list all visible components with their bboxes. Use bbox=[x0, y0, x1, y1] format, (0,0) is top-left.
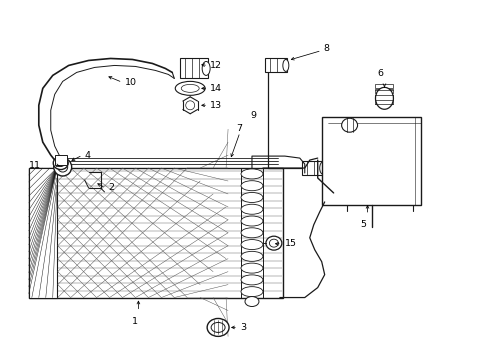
Ellipse shape bbox=[244, 297, 259, 306]
Ellipse shape bbox=[57, 159, 64, 167]
Ellipse shape bbox=[54, 158, 72, 176]
Ellipse shape bbox=[181, 84, 199, 92]
Text: 10: 10 bbox=[124, 78, 136, 87]
Text: 1: 1 bbox=[131, 318, 137, 327]
Ellipse shape bbox=[175, 81, 205, 95]
Text: 14: 14 bbox=[210, 84, 222, 93]
Text: 9: 9 bbox=[249, 111, 255, 120]
Text: 2: 2 bbox=[108, 184, 114, 193]
Text: 12: 12 bbox=[210, 61, 222, 70]
Text: 7: 7 bbox=[236, 124, 242, 133]
Bar bbox=[264, 58, 286, 72]
Ellipse shape bbox=[211, 323, 224, 332]
Bar bbox=[180, 58, 208, 78]
Ellipse shape bbox=[53, 157, 68, 170]
Ellipse shape bbox=[341, 118, 357, 132]
Text: 5: 5 bbox=[360, 220, 366, 229]
Ellipse shape bbox=[319, 162, 325, 174]
Ellipse shape bbox=[202, 62, 210, 75]
Ellipse shape bbox=[241, 228, 263, 238]
Bar bbox=[375, 95, 393, 99]
Ellipse shape bbox=[241, 216, 263, 226]
Text: 15: 15 bbox=[285, 239, 296, 248]
Bar bbox=[301, 161, 323, 175]
Text: 8: 8 bbox=[323, 44, 329, 53]
Bar bbox=[29, 168, 57, 298]
Text: 6: 6 bbox=[377, 69, 383, 78]
Text: 4: 4 bbox=[84, 150, 90, 159]
Text: 3: 3 bbox=[240, 323, 245, 332]
Ellipse shape bbox=[185, 101, 194, 110]
Ellipse shape bbox=[241, 169, 263, 179]
Ellipse shape bbox=[241, 275, 263, 285]
Ellipse shape bbox=[241, 204, 263, 214]
Ellipse shape bbox=[269, 239, 278, 247]
Ellipse shape bbox=[241, 287, 263, 297]
Text: 13: 13 bbox=[210, 101, 222, 110]
Ellipse shape bbox=[282, 59, 288, 71]
Bar bbox=[375, 84, 393, 88]
Bar bbox=[375, 100, 393, 104]
Text: 11: 11 bbox=[29, 161, 41, 170]
Ellipse shape bbox=[207, 319, 228, 336]
Ellipse shape bbox=[58, 162, 67, 172]
Bar bbox=[321, 117, 421, 205]
Ellipse shape bbox=[241, 263, 263, 273]
Ellipse shape bbox=[241, 181, 263, 191]
Ellipse shape bbox=[375, 87, 393, 109]
Ellipse shape bbox=[241, 239, 263, 249]
Ellipse shape bbox=[241, 251, 263, 261]
Ellipse shape bbox=[265, 236, 281, 250]
Bar bbox=[29, 168, 282, 298]
Bar bbox=[55, 155, 66, 165]
Bar bbox=[375, 89, 393, 93]
Ellipse shape bbox=[241, 193, 263, 202]
